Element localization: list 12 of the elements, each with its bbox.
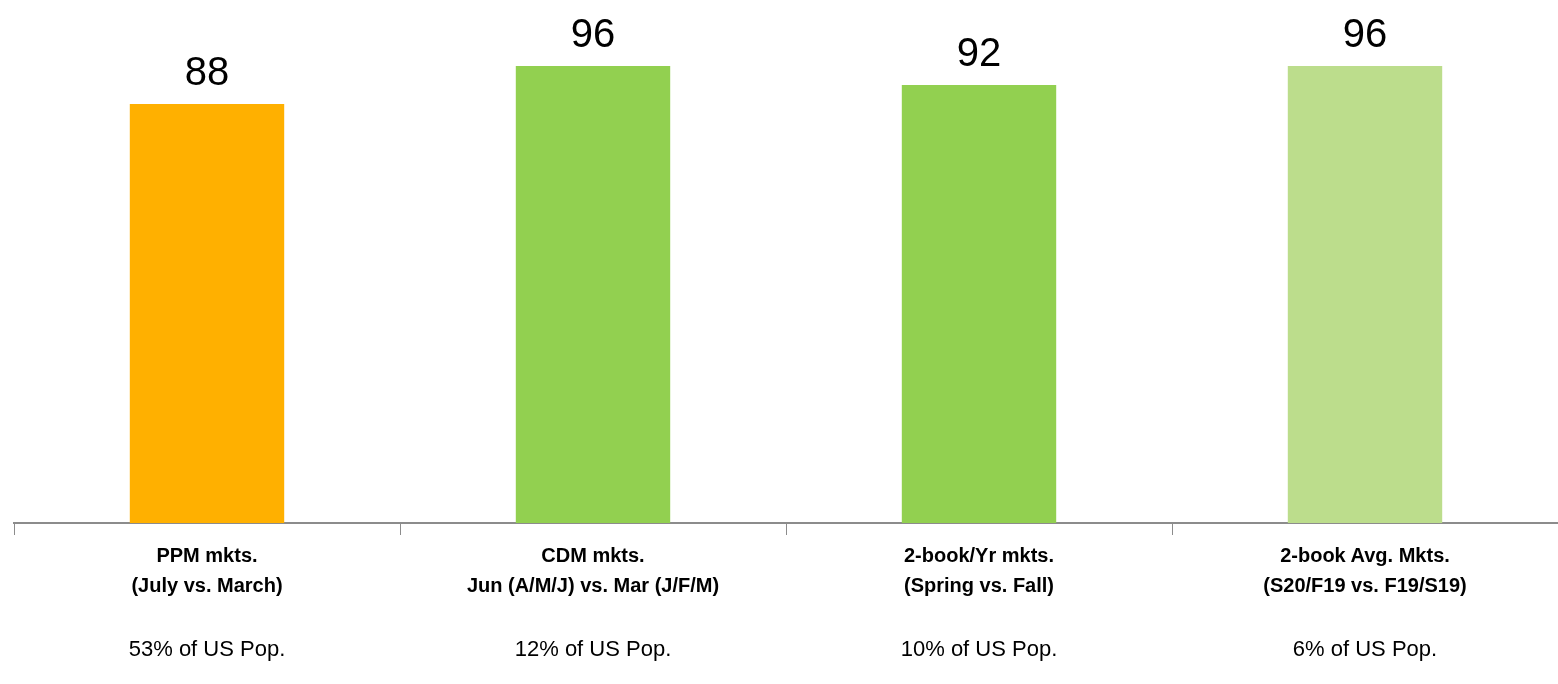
x-tick-label: CDM mkts. Jun (A/M/J) vs. Mar (J/F/M): [466, 543, 720, 596]
data-label: 92: [956, 30, 1002, 75]
data-label: 96: [570, 11, 616, 56]
text: 6% of US Pop.: [1292, 636, 1438, 662]
data-label: 88: [184, 49, 230, 94]
data-label: 96: [1342, 11, 1388, 56]
x-tick-label: 2-book Avg. Mkts. (S20/F19 vs. F19/S19): [1263, 543, 1467, 596]
text: 53% of US Pop.: [128, 636, 286, 662]
text: 10% of US Pop.: [900, 636, 1058, 662]
x-tick-label: PPM mkts. (July vs. March): [131, 543, 283, 596]
x-tick-label: 2-book/Yr mkts. (Spring vs. Fall): [903, 543, 1055, 596]
text: 12% of US Pop.: [514, 636, 672, 662]
